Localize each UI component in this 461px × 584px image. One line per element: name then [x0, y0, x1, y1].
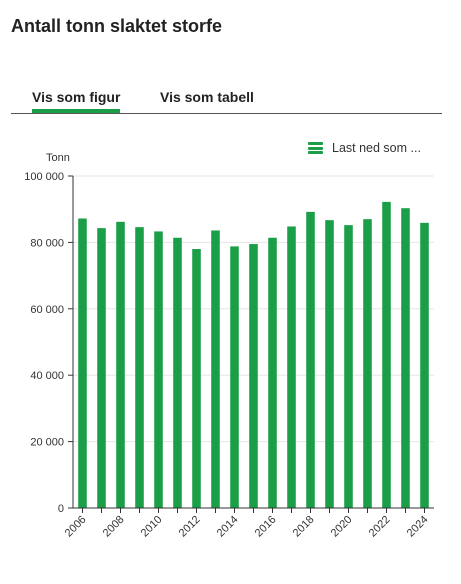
x-tick-label: 2024 [405, 514, 431, 540]
bar-2020[interactable] [344, 225, 353, 509]
bar-2023[interactable] [401, 208, 410, 509]
y-tick-label: 60 000 [30, 304, 64, 316]
bar-2022[interactable] [382, 201, 391, 508]
y-tick-label: 100 000 [24, 171, 64, 183]
bar-2010[interactable] [154, 231, 163, 508]
download-label: Last ned som ... [332, 141, 421, 155]
bar-2007[interactable] [97, 228, 106, 508]
bar-2009[interactable] [135, 227, 144, 509]
bar-2017[interactable] [287, 226, 296, 509]
bars [78, 201, 429, 509]
x-tick-label: 2008 [101, 514, 127, 540]
bar-2013[interactable] [211, 230, 220, 508]
x-tick-label: 2006 [63, 514, 89, 540]
bar-2011[interactable] [173, 237, 182, 508]
bar-2014[interactable] [230, 246, 239, 508]
y-axis-title: Tonn [46, 152, 70, 164]
bar-2015[interactable] [249, 244, 258, 508]
bar-2018[interactable] [306, 211, 315, 508]
bar-2024[interactable] [420, 222, 429, 508]
x-tick-label: 2018 [291, 514, 317, 540]
page-title: Antall tonn slaktet storfe [11, 16, 223, 36]
x-tick-label: 2020 [329, 514, 355, 540]
bar-2008[interactable] [116, 221, 125, 509]
x-tick-label: 2012 [177, 514, 203, 540]
tab-figure[interactable]: Vis som figur [32, 89, 121, 113]
hamburger-menu-icon [308, 142, 323, 154]
view-tabs: Vis som figur Vis som tabell [11, 88, 442, 114]
bar-2016[interactable] [268, 237, 277, 508]
bar-2021[interactable] [363, 219, 372, 508]
bar-2006[interactable] [78, 218, 87, 508]
x-tick-label: 2014 [215, 514, 241, 540]
x-tick-label: 2010 [139, 514, 165, 540]
bar-2012[interactable] [192, 249, 201, 509]
x-tick-label: 2016 [253, 514, 279, 540]
y-tick-label: 40 000 [30, 370, 64, 382]
bar-2019[interactable] [325, 220, 334, 508]
download-button[interactable]: Last ned som ... [308, 139, 421, 157]
x-tick-label: 2022 [367, 514, 393, 540]
y-tick-label: 0 [58, 503, 64, 515]
y-tick-label: 20 000 [30, 437, 64, 449]
y-tick-label: 80 000 [30, 237, 64, 249]
tab-table[interactable]: Vis som tabell [160, 89, 254, 105]
